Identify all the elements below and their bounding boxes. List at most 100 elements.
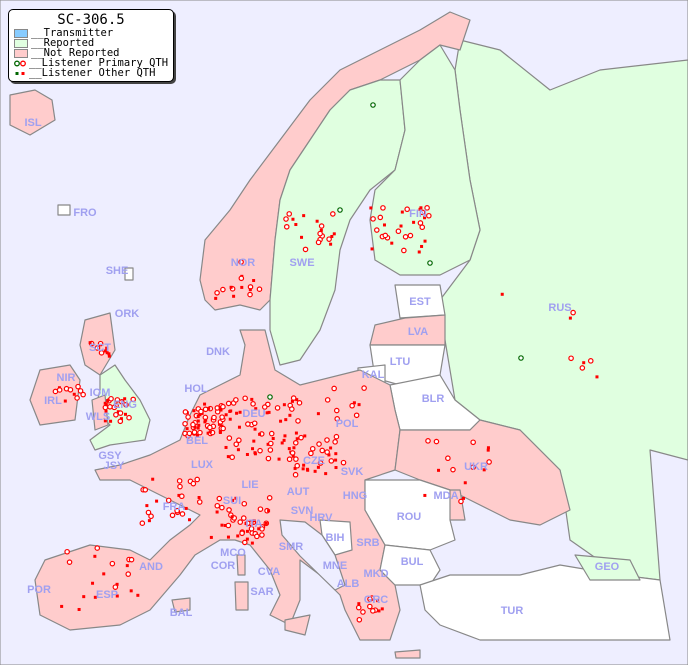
listener-other-marker (218, 406, 222, 410)
listener-primary-marker (194, 476, 201, 483)
listener-other-marker (184, 506, 188, 510)
listener-primary-marker (486, 459, 492, 465)
region-sicily (284, 614, 311, 636)
listener-primary-marker (190, 421, 196, 428)
listener-other-marker (302, 214, 306, 218)
listener-other-marker (230, 515, 234, 519)
country-label-hng: HNG (343, 490, 367, 502)
listener-primary-marker (250, 401, 256, 407)
listener-other-marker (77, 607, 81, 611)
country-label-bih: BIH (326, 532, 345, 544)
listener-primary-marker (125, 571, 132, 577)
listener-primary-marker (295, 418, 301, 424)
listener-primary-marker (356, 616, 363, 623)
listener-other-marker (418, 207, 422, 211)
listener-primary-marker (289, 406, 295, 412)
listener-primary-marker (370, 216, 376, 222)
listener-other-marker (129, 589, 133, 593)
listener-other-marker (482, 468, 486, 472)
listener-primary-marker (225, 522, 232, 529)
listener-primary-marker (214, 502, 221, 509)
listener-primary-marker (219, 414, 225, 420)
listener-primary-marker (283, 223, 290, 230)
country-label-aut: AUT (287, 486, 310, 498)
listener-other-marker (196, 415, 200, 419)
listener-primary-marker (334, 416, 341, 422)
listener-other-marker (185, 427, 189, 431)
listener-primary-marker (570, 309, 576, 316)
listener-other-marker (234, 496, 238, 500)
listener-other-marker (319, 228, 323, 232)
listener-other-marker (295, 398, 299, 402)
listener-primary-marker (197, 429, 203, 436)
listener-primary-marker (214, 290, 220, 296)
listener-primary-marker (245, 421, 251, 427)
country-label-nor: NOR (231, 257, 256, 269)
listener-primary-marker (118, 398, 125, 405)
legend-label: __Reported (31, 37, 95, 49)
country-label-deu: DEU (242, 408, 265, 420)
legend-primary-qth: __Listener Primary QTH (9, 58, 173, 68)
listener-primary-marker (108, 395, 114, 402)
listener-primary-marker (241, 539, 248, 546)
listener-other-marker (245, 529, 249, 533)
listener-primary-marker (256, 286, 263, 293)
listener-other-marker (229, 285, 233, 289)
country-label-bul: BUL (401, 556, 424, 568)
listener-primary-marker (233, 397, 239, 403)
country-label-dnk: DNK (206, 346, 230, 358)
listener-other-marker (258, 432, 262, 436)
listener-other-marker (107, 352, 111, 356)
listener-primary-marker (450, 466, 456, 473)
listener-other-marker (197, 495, 201, 499)
listener-other-marker (228, 417, 232, 421)
listener-primary-marker (425, 438, 431, 444)
listener-other-marker (63, 399, 67, 403)
listener-primary-marker (169, 512, 176, 519)
listener-other-marker (204, 418, 208, 422)
listener-primary-marker (219, 504, 225, 511)
listener-primary-marker (247, 291, 253, 298)
listener-primary-marker (331, 385, 337, 392)
listener-primary-marker (333, 433, 340, 440)
listener-other-marker (316, 412, 320, 416)
listener-other-marker (105, 346, 109, 350)
listener-other-marker (568, 316, 572, 320)
listener-other-marker (283, 434, 287, 438)
country-label-she: SHE (106, 265, 129, 277)
listener-other-marker (207, 406, 211, 410)
country-label-mda: MDA (433, 490, 458, 502)
listener-other-marker (462, 496, 466, 500)
country-label-geo: GEO (595, 561, 620, 573)
listener-other-marker (198, 413, 202, 417)
legend-title: SC-306.5 (57, 12, 125, 28)
listener-primary-marker (367, 596, 373, 602)
country-label-sct: SCT (89, 342, 111, 354)
region-sardinia (234, 581, 249, 611)
listener-primary-marker (109, 560, 116, 567)
listener-primary-marker (316, 441, 322, 447)
listener-other-marker (103, 419, 107, 423)
listener-primary-marker (238, 275, 245, 282)
listener-primary-marker (257, 447, 263, 454)
legend-other-qth: __Listener Other QTH (9, 68, 173, 78)
legend-transmitter: __Transmitter (9, 28, 173, 38)
listener-other-marker (203, 420, 207, 424)
country-label-mco: MCO (220, 547, 246, 559)
listener-other-marker (293, 466, 297, 470)
listener-other-marker (93, 554, 97, 558)
region-shetland (124, 267, 134, 281)
listener-primary-marker (77, 388, 84, 394)
listener-primary-marker (220, 425, 226, 432)
listener-primary-marker (265, 455, 272, 462)
listener-primary-marker (75, 383, 81, 390)
listener-primary-marker (458, 498, 464, 505)
listener-primary-marker (233, 441, 240, 448)
listener-primary-marker (395, 228, 402, 235)
region-romania (364, 479, 456, 551)
listener-primary-marker (98, 350, 105, 356)
listener-other-marker (232, 294, 236, 298)
listener-primary-marker (296, 400, 303, 406)
listener-primary-marker (148, 513, 154, 520)
listener-primary-marker (340, 459, 347, 466)
